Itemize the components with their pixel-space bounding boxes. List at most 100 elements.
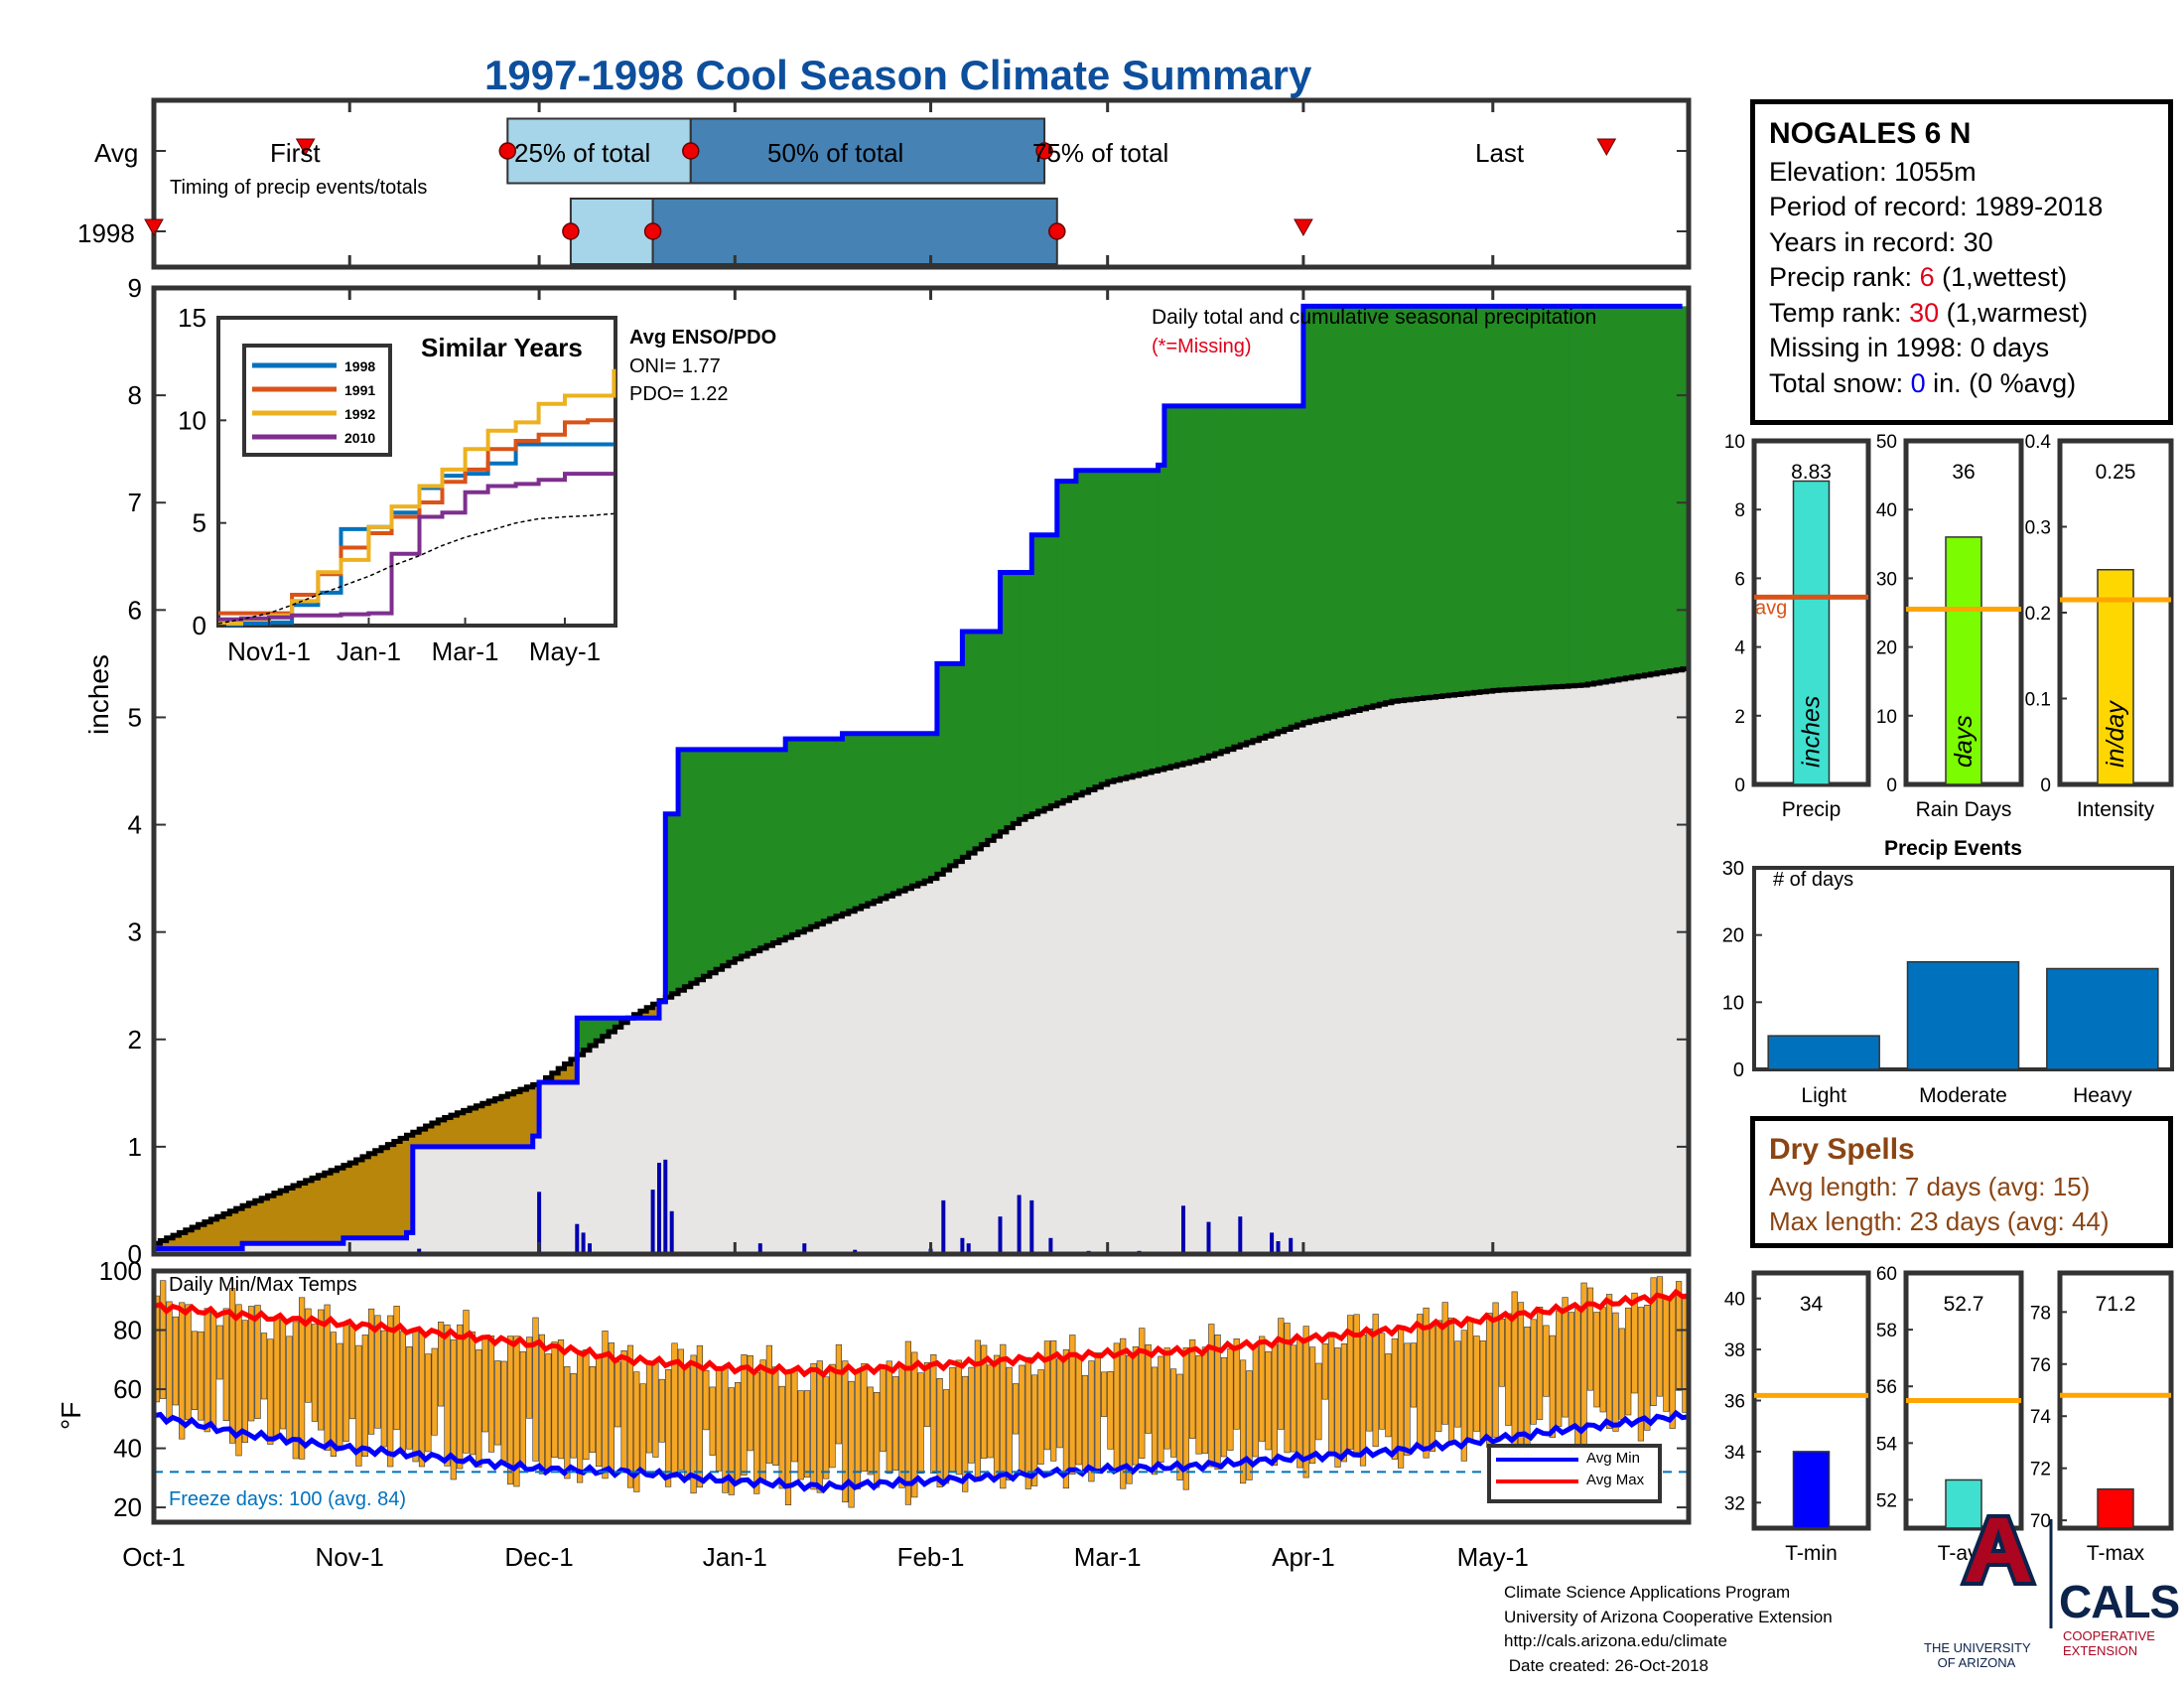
daily-temp-bar xyxy=(765,1344,772,1464)
daily-temp-bar xyxy=(273,1318,280,1437)
surplus-deficit-fill xyxy=(1593,306,1601,683)
daily-temp-bar xyxy=(1353,1314,1360,1453)
surplus-deficit-fill xyxy=(254,1200,262,1244)
daily-temp-bar xyxy=(1000,1343,1007,1489)
daily-temp-bar xyxy=(810,1362,817,1490)
surplus-deficit-fill xyxy=(924,733,932,882)
total-snow: Total snow: 0 in. (0 %avg) xyxy=(1769,366,2154,402)
daily-temp-bar xyxy=(1075,1354,1082,1466)
surplus-deficit-fill xyxy=(1246,405,1254,743)
stat-value-label: 71.2 xyxy=(2096,1293,2136,1316)
legend-max-label: Avg Max xyxy=(1586,1472,1645,1488)
date-tick-label: Mar-1 xyxy=(1074,1542,1142,1572)
timing-p50-label: 50% of total xyxy=(767,138,904,168)
surplus-deficit-fill xyxy=(892,733,900,894)
surplus-deficit-fill xyxy=(444,1117,452,1147)
surplus-deficit-fill xyxy=(1574,306,1582,686)
daily-temp-bar xyxy=(1599,1307,1606,1413)
daily-temp-bar xyxy=(506,1336,514,1485)
precip-ytick-label: 3 xyxy=(128,917,142,947)
temps-ylabel-text: °F xyxy=(56,1401,86,1430)
daily-temp-bar xyxy=(949,1366,956,1473)
daily-temp-bar xyxy=(406,1346,413,1450)
station-name: NOGALES 6 N xyxy=(1769,117,1972,150)
timing-percentile-marker xyxy=(1035,142,1053,160)
daily-temp-bar xyxy=(1359,1335,1367,1467)
surplus-deficit-fill xyxy=(500,1096,508,1147)
daily-temp-bar xyxy=(772,1366,779,1466)
surplus-deficit-fill xyxy=(1095,470,1102,787)
dry-spells-avg: Avg length: 7 days (avg: 15) xyxy=(1769,1172,2091,1201)
daily-temp-bar xyxy=(1417,1314,1424,1449)
stat-ytick-label: 76 xyxy=(2030,1355,2051,1376)
legend-label-1992: 1992 xyxy=(344,406,375,422)
daily-temp-bar xyxy=(645,1363,653,1454)
surplus-deficit-fill xyxy=(690,749,698,984)
daily-temp-bar xyxy=(1012,1383,1020,1435)
daily-temp-bar xyxy=(1043,1340,1050,1451)
daily-temp-bar xyxy=(1606,1294,1613,1429)
surplus-deficit-fill xyxy=(166,1237,174,1249)
surplus-deficit-fill xyxy=(1025,572,1032,817)
daily-temp-bar xyxy=(1284,1323,1291,1454)
stat-ytick-label: 8 xyxy=(1734,500,1745,521)
timing-p25-label: 25% of total xyxy=(514,138,651,168)
surplus-deficit-fill xyxy=(179,1232,187,1249)
daily-temp-bar xyxy=(664,1369,672,1487)
daily-temp-bar xyxy=(1372,1314,1379,1448)
surplus-deficit-fill xyxy=(1202,405,1210,759)
daily-temp-bar xyxy=(1441,1302,1448,1425)
daily-temp-bar xyxy=(1429,1326,1436,1452)
coop-line1: COOPERATIVE xyxy=(2063,1628,2155,1643)
surplus-deficit-fill xyxy=(1133,470,1141,776)
surplus-deficit-fill xyxy=(1126,470,1134,777)
surplus-deficit-fill xyxy=(570,1058,578,1083)
timing-panel xyxy=(144,97,1692,270)
inset-ytick-label: 15 xyxy=(178,303,206,333)
daily-temp-bar xyxy=(210,1311,217,1427)
surplus-deficit-fill xyxy=(949,663,957,866)
surplus-deficit-fill xyxy=(299,1183,307,1244)
daily-temp-bar xyxy=(898,1364,905,1488)
surplus-deficit-fill xyxy=(874,733,882,902)
surplus-deficit-fill xyxy=(975,632,983,849)
daily-temp-bar xyxy=(1460,1330,1467,1462)
temp-ytick-label: 80 xyxy=(113,1316,142,1345)
daily-temp-bar xyxy=(1404,1342,1411,1456)
surplus-deficit-fill xyxy=(1480,306,1487,692)
surplus-deficit-fill xyxy=(1441,306,1449,696)
daily-temp-bar xyxy=(1650,1277,1657,1407)
daily-temp-bar xyxy=(696,1344,703,1488)
precip-ytick-label: 8 xyxy=(128,380,142,410)
daily-temp-bar xyxy=(1062,1348,1069,1489)
precip-ytick-label: 9 xyxy=(128,273,142,303)
avg-max-line xyxy=(153,1288,1690,1378)
surplus-deficit-fill xyxy=(242,1205,250,1244)
surplus-deficit-fill xyxy=(855,733,863,910)
legend-label-1998: 1998 xyxy=(344,358,375,374)
inset-ytick-label: 5 xyxy=(193,508,206,538)
stat-ytick-label: 60 xyxy=(1876,1264,1897,1285)
footer-url[interactable]: http://cals.arizona.edu/climate xyxy=(1504,1631,1727,1650)
daily-temp-bar xyxy=(595,1353,603,1468)
daily-temp-bar xyxy=(1479,1340,1486,1441)
timing-p75-label: 75% of total xyxy=(1032,138,1169,168)
daily-temp-bar xyxy=(286,1336,293,1441)
daily-temp-bar xyxy=(1139,1328,1146,1459)
daily-temp-bar xyxy=(962,1375,969,1492)
surplus-deficit-fill xyxy=(1069,481,1077,798)
timing-first-last-marker xyxy=(1294,218,1313,237)
timing-first-last-marker xyxy=(144,218,164,237)
daily-temp-bar xyxy=(1195,1355,1202,1455)
surplus-deficit-fill xyxy=(312,1178,320,1244)
daily-temp-bar xyxy=(626,1344,634,1488)
ua-wordmark-line1: THE UNIVERSITY xyxy=(1924,1640,2031,1655)
stat-bar xyxy=(1945,1478,1982,1529)
stat-panel-frame xyxy=(2057,1270,2174,1531)
precip-ytick-label: 0 xyxy=(128,1239,142,1269)
temp-ytick-label: 20 xyxy=(113,1492,142,1522)
daily-temp-bar xyxy=(1233,1338,1240,1430)
daily-temp-bar xyxy=(791,1367,798,1463)
stat-ytick-label: 0.4 xyxy=(2025,432,2052,453)
daily-temp-bar xyxy=(1158,1355,1164,1463)
